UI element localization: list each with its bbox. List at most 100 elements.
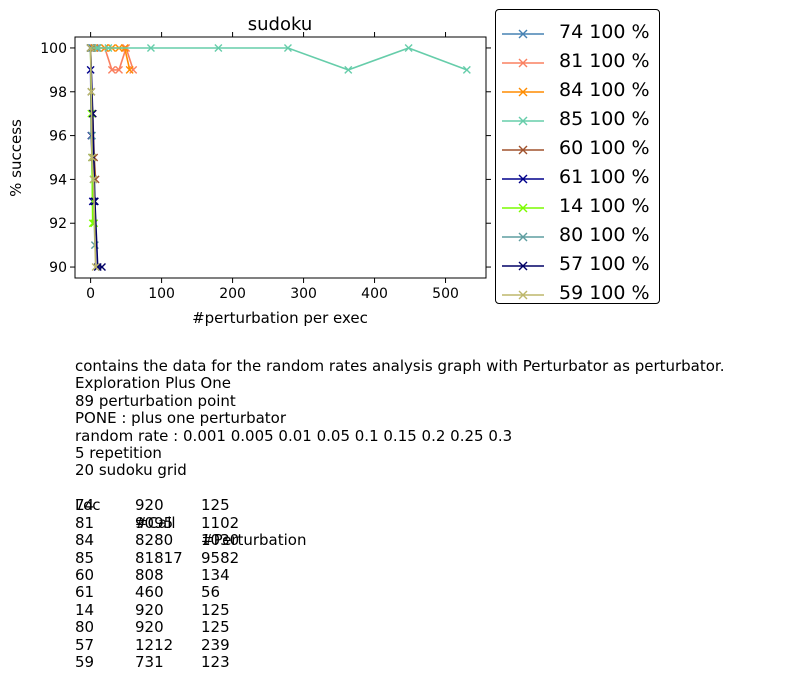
legend-swatch — [502, 203, 544, 213]
marker-stroke — [518, 58, 528, 68]
marker-stroke — [283, 43, 292, 52]
legend-marker — [518, 116, 528, 126]
note-line: PONE : plus one perturbator — [75, 409, 287, 428]
marker-stroke — [125, 65, 134, 74]
data-point — [91, 263, 100, 272]
data-point — [125, 65, 134, 74]
legend-swatch — [502, 87, 544, 97]
legend-label: 80 100 % — [559, 224, 650, 246]
data-point — [88, 153, 97, 162]
x-tick-label: 100 — [148, 286, 175, 302]
table-row: 85 81817 9582 — [75, 549, 239, 567]
legend-marker — [518, 290, 528, 300]
y-tick-label: 92 — [49, 216, 67, 232]
legend-swatch — [502, 145, 544, 155]
table-row: 59 731 123 — [75, 653, 230, 671]
marker-stroke — [518, 174, 528, 184]
legend-marker — [518, 232, 528, 242]
legend-marker — [518, 58, 528, 68]
table-cell: 81 — [75, 513, 95, 532]
legend-item: 60 100 % — [496, 136, 659, 165]
note-line: 89 perturbation point — [75, 391, 236, 410]
legend-label: 81 100 % — [559, 50, 650, 72]
data-point — [88, 109, 97, 118]
marker-stroke — [404, 43, 413, 52]
table-cell: 56 — [201, 583, 221, 602]
line-chart: 0 100 200 300 400 500 90 92 94 96 98 100 sudoku #pe… — [7, 14, 491, 327]
legend-item: 80 100 % — [496, 223, 659, 252]
legend-item: 81 100 % — [496, 49, 659, 78]
x-tick-label: 200 — [219, 286, 246, 302]
legend-label: 60 100 % — [559, 137, 650, 159]
marker-stroke — [107, 65, 116, 74]
legend-swatch — [502, 232, 544, 242]
x-tick-label: 0 — [86, 286, 95, 302]
table-header-row: Loc #Call #Perturbation — [75, 480, 306, 549]
marker-stroke — [518, 116, 528, 126]
table-row: 80 920 125 — [75, 618, 230, 637]
chart-legend: 74 100 % 81 100 % 84 100 % 85 100 % 60 100 %… — [495, 9, 660, 304]
data-point — [344, 65, 353, 74]
table-row: 60 808 134 — [75, 566, 230, 584]
table-row: 84 8280 1030 — [75, 531, 239, 549]
table-cell: 1030 — [201, 531, 240, 550]
y-axis-label: % success — [7, 119, 25, 197]
series-line-3 — [90, 47, 468, 71]
legend-label: 14 100 % — [559, 195, 650, 217]
data-point — [404, 43, 413, 52]
legend-item: 61 100 % — [496, 165, 659, 194]
data-point — [146, 43, 155, 52]
legend-label: 84 100 % — [559, 79, 650, 101]
table-row: 57 1212 239 — [75, 636, 230, 654]
y-tick-label: 90 — [49, 260, 67, 276]
legend-item: 84 100 % — [496, 78, 659, 107]
marker-stroke — [90, 197, 99, 206]
marker-stroke — [518, 87, 528, 97]
table-cell: 74 — [75, 496, 95, 515]
legend-marker — [518, 203, 528, 213]
table-cell: 1102 — [201, 513, 240, 532]
plot-frame — [74, 36, 487, 279]
x-tick-label: 500 — [432, 286, 459, 302]
note-line: contains the data for the random rates a… — [75, 357, 725, 375]
table-cell: 80 — [75, 618, 95, 637]
marker-stroke — [518, 203, 528, 213]
marker-stroke — [88, 153, 97, 162]
table-header-perturbation: #Perturbation — [201, 531, 307, 550]
data-point — [104, 43, 113, 52]
table-header-call: #Call — [135, 513, 176, 532]
x-tick-label: 300 — [290, 286, 317, 302]
table-cell: 920 — [135, 496, 164, 515]
marker-stroke — [88, 109, 97, 118]
legend-swatch — [502, 261, 544, 271]
legend-item: 57 100 % — [496, 252, 659, 281]
table-row: 61 460 56 — [75, 583, 220, 601]
marker-stroke — [129, 65, 138, 74]
marker-stroke — [518, 29, 528, 39]
legend-item: 85 100 % — [496, 107, 659, 136]
data-point — [87, 87, 96, 96]
marker-stroke — [89, 175, 98, 184]
legend-marker — [518, 87, 528, 97]
legend-label: 85 100 % — [559, 108, 650, 130]
marker-stroke — [214, 43, 223, 52]
marker-stroke — [518, 232, 528, 242]
marker-stroke — [344, 65, 353, 74]
marker-stroke — [91, 263, 100, 272]
legend-marker — [518, 174, 528, 184]
legend-label: 74 100 % — [559, 21, 650, 43]
marker-stroke — [518, 261, 528, 271]
data-point — [214, 43, 223, 52]
plot-area: 0 100 200 300 400 500 90 92 94 96 98 100 — [40, 32, 491, 302]
marker-stroke — [86, 43, 95, 52]
legend-label: 59 100 % — [559, 282, 650, 304]
data-point — [97, 263, 106, 272]
table-cell: 460 — [135, 583, 164, 602]
data-point — [462, 65, 471, 74]
data-point — [107, 65, 116, 74]
legend-item: 74 100 % — [496, 20, 659, 49]
marker-stroke — [518, 145, 528, 155]
marker-stroke — [518, 290, 528, 300]
marker-stroke — [87, 87, 96, 96]
marker-stroke — [462, 65, 471, 74]
